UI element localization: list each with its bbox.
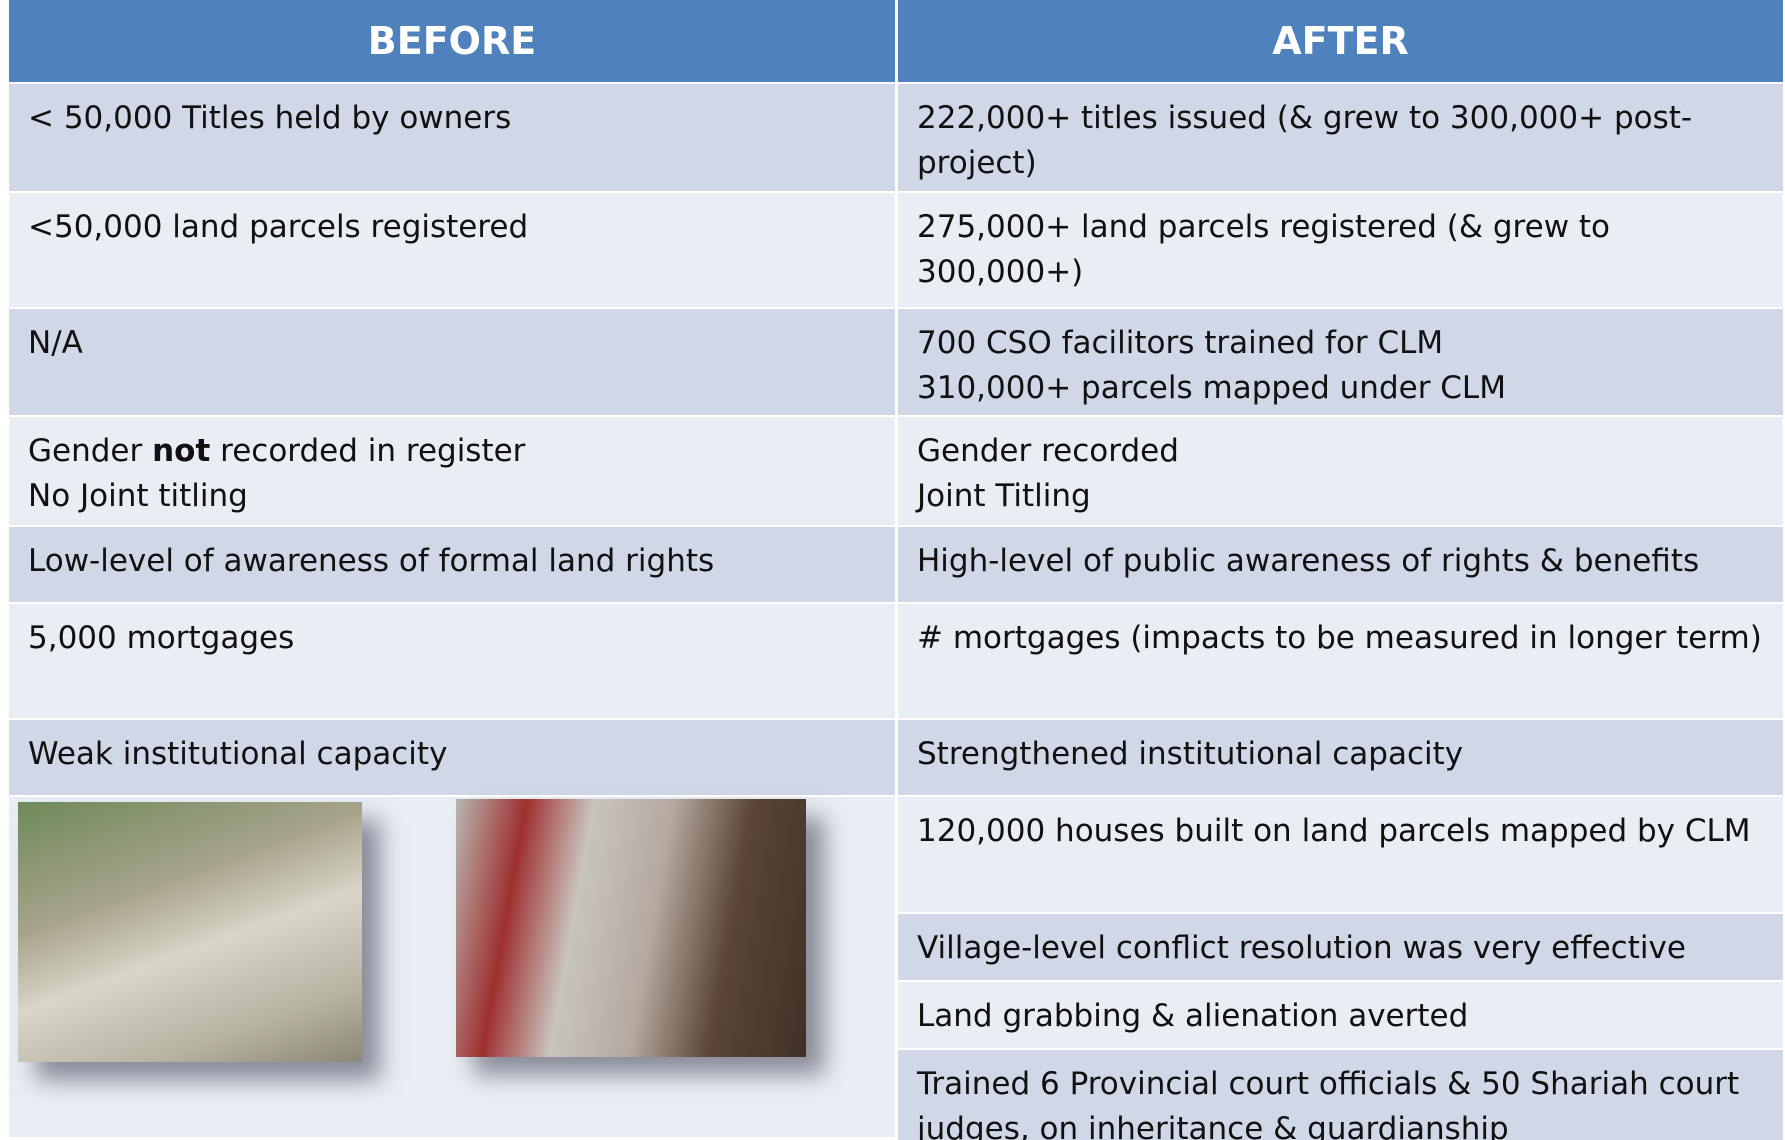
table-cell: 5,000 mortgages: [9, 604, 895, 718]
table-cell: 120,000 houses built on land parcels map…: [898, 797, 1783, 912]
cell-line: Gender recorded: [917, 429, 1764, 474]
text-segment: Gender: [28, 433, 152, 469]
cell-line: 275,000+ land parcels registered (& grew…: [917, 205, 1764, 295]
table-cell: Village-level conflict resolution was ve…: [898, 914, 1783, 980]
table-cell: # mortgages (impacts to be measured in l…: [898, 604, 1783, 718]
cell-line: Weak institutional capacity: [28, 732, 876, 777]
cell-line: Trained 6 Provincial court officials & 5…: [917, 1062, 1764, 1140]
table-cell: < 50,000 Titles held by owners: [9, 84, 895, 191]
text-segment: recorded in register: [210, 433, 525, 469]
cell-line: Gender not recorded in register: [28, 429, 876, 474]
cell-line: Joint Titling: [917, 474, 1764, 519]
column-header: AFTER: [898, 0, 1783, 82]
cell-line: 222,000+ titles issued (& grew to 300,00…: [917, 96, 1764, 186]
table-cell: N/A: [9, 309, 895, 415]
table-cell: Strengthened institutional capacity: [898, 720, 1783, 795]
table-cell: 222,000+ titles issued (& grew to 300,00…: [898, 84, 1783, 191]
table-cell: Trained 6 Provincial court officials & 5…: [898, 1050, 1783, 1140]
page: BEFOREAFTER < 50,000 Titles held by owner…: [0, 0, 1785, 1134]
cell-line: 5,000 mortgages: [28, 616, 876, 661]
table-cell: Low-level of awareness of formal land ri…: [9, 527, 895, 602]
cell-line: Strengthened institutional capacity: [917, 732, 1764, 777]
cell-line: <50,000 land parcels registered: [28, 205, 876, 250]
cell-line: No Joint titling: [28, 474, 876, 519]
column-header: BEFORE: [9, 0, 895, 82]
cell-line: High-level of public awareness of rights…: [917, 539, 1764, 584]
cell-line: 310,000+ parcels mapped under CLM: [917, 366, 1764, 411]
table-cell: 275,000+ land parcels registered (& grew…: [898, 193, 1783, 307]
cell-line: < 50,000 Titles held by owners: [28, 96, 876, 141]
photo-man-with-title: [456, 799, 806, 1057]
cell-line: Land grabbing & alienation averted: [917, 994, 1764, 1039]
table-cell: Weak institutional capacity: [9, 720, 895, 795]
cell-line: N/A: [28, 321, 876, 366]
emphasis: not: [152, 433, 210, 469]
cell-line: 700 CSO facilitors trained for CLM: [917, 321, 1764, 366]
table-cell: <50,000 land parcels registered: [9, 193, 895, 307]
cell-line: 120,000 houses built on land parcels map…: [917, 809, 1764, 854]
cell-line: # mortgages (impacts to be measured in l…: [917, 616, 1764, 661]
cell-line: Village-level conflict resolution was ve…: [917, 926, 1764, 971]
photo-couple-with-titles: [18, 802, 362, 1062]
table-cell: High-level of public awareness of rights…: [898, 527, 1783, 602]
table-cell: Land grabbing & alienation averted: [898, 982, 1783, 1048]
cell-line: Low-level of awareness of formal land ri…: [28, 539, 876, 584]
